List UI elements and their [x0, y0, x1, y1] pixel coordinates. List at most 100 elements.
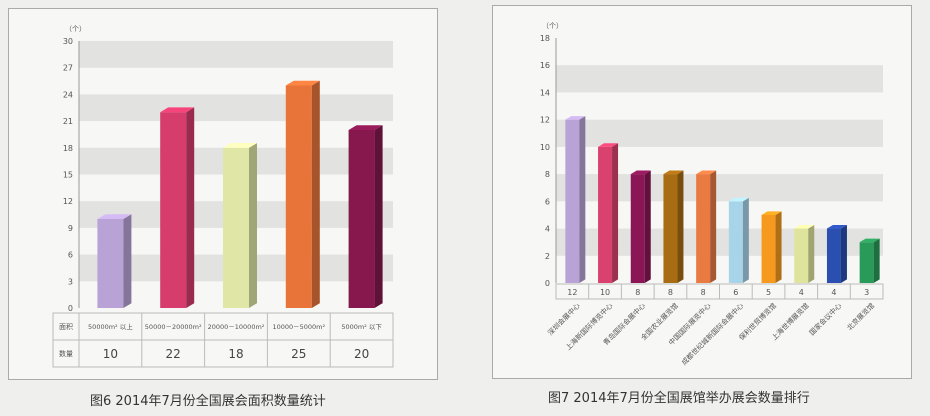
table-count-value: 3	[864, 288, 869, 297]
bar-side	[186, 107, 195, 309]
bar-side	[579, 116, 586, 283]
figure6-caption: 图6 2014年7月份全国展会面积数量统计	[90, 394, 326, 409]
table-area-label: 50000－20000m²	[145, 323, 202, 331]
bar-side	[123, 214, 132, 308]
y-tick-label: 6	[545, 197, 550, 206]
bar-top	[761, 211, 782, 215]
table-count-value: 20	[354, 347, 369, 361]
bar	[728, 201, 743, 283]
y-tick-label: 16	[540, 61, 550, 70]
area-chart: （个） 0 3 6 9 12 15 18 21 24 27 30 面积数量 50000m² 以上 10 500…	[52, 25, 394, 368]
bar-side	[249, 143, 257, 308]
table-count-value: 4	[831, 288, 836, 297]
venue-label: 国家会议中心	[807, 301, 843, 337]
bar	[663, 174, 678, 283]
bar-top	[696, 170, 717, 175]
table-area-label: 50000m² 以上	[88, 322, 133, 331]
table-row-label: 数量	[59, 349, 73, 358]
bar-top	[285, 80, 320, 86]
y-tick-label: 12	[540, 116, 550, 125]
y-tick-label: 0	[68, 304, 73, 313]
bar	[223, 147, 249, 308]
y-tick-label: 21	[63, 117, 73, 126]
bar	[565, 119, 580, 284]
table-area-label: 5000m² 以下	[341, 323, 382, 331]
table-count-value: 8	[668, 288, 673, 297]
bar-top	[598, 143, 619, 147]
bar	[348, 130, 375, 308]
bar	[826, 228, 841, 283]
bar-side	[644, 170, 651, 283]
y-tick-label: 6	[68, 251, 73, 260]
bar-side	[612, 143, 619, 283]
bar-top	[794, 224, 815, 229]
y-tick-label: 10	[540, 143, 550, 152]
table-count-value: 8	[701, 288, 706, 297]
table-row-label: 面积	[59, 322, 73, 331]
table-count-value: 22	[166, 347, 181, 361]
bar-side	[311, 80, 320, 308]
bar-top	[160, 107, 195, 113]
venue-label: 北京展览馆	[845, 301, 876, 332]
grid-band	[556, 65, 883, 93]
bar-top	[663, 170, 684, 175]
table-area-label: 20000－10000m²	[208, 323, 265, 331]
bar	[761, 214, 776, 283]
bar-top	[826, 224, 847, 229]
venue-label: 成都世纪城新国际会展中心	[680, 301, 746, 367]
y-tick-label: 3	[68, 277, 73, 286]
bar	[598, 146, 613, 283]
y-tick-label: 27	[63, 64, 73, 73]
table-count-value: 6	[733, 288, 738, 297]
bar	[794, 228, 809, 283]
bar-side	[775, 211, 782, 283]
y-tick-label: 18	[540, 34, 550, 43]
venue-chart: （个）02468101214161812深圳会展中心10上海新国际博览中心8青岛…	[540, 22, 884, 367]
bar-top	[223, 143, 257, 148]
bar-top	[348, 125, 383, 130]
y-tick-label: 15	[63, 171, 73, 180]
bar	[696, 174, 711, 283]
y-tick-label: 8	[545, 170, 550, 179]
bar-side	[677, 170, 684, 283]
bar-top	[565, 116, 586, 120]
bar-top	[859, 238, 880, 243]
table-area-label: 10000－5000m²	[272, 323, 325, 331]
bar-top	[97, 214, 132, 219]
bar	[97, 219, 124, 308]
bar	[859, 242, 874, 283]
table-count-value: 8	[635, 288, 640, 297]
bar-top	[728, 197, 749, 202]
y-tick-label: 30	[63, 37, 73, 46]
y-tick-label: 24	[63, 90, 73, 99]
bar-side	[873, 238, 880, 283]
bar	[285, 85, 312, 308]
table-count-value: 4	[799, 288, 804, 297]
bar-side	[808, 224, 815, 283]
y-tick-label: 9	[68, 224, 73, 233]
venue-chart-panel: （个） 0 2 4 6 8 10 12 14 16 18 12 深圳会展中心 10 上海新国际博览中心 8 青岛…	[492, 5, 912, 379]
bar-side	[840, 224, 847, 283]
venue-label: 深圳会展中心	[546, 301, 582, 337]
bar-top	[630, 170, 651, 175]
grid-band	[556, 119, 883, 147]
y-tick-label: 4	[545, 225, 550, 234]
y-tick-label: 0	[545, 279, 550, 288]
y-axis-unit: （个）	[65, 25, 86, 33]
table-count-value: 18	[228, 347, 243, 361]
y-axis-unit: （个）	[542, 22, 563, 30]
table-count-value: 10	[600, 288, 610, 297]
figure7-caption: 图7 2014年7月份全国展馆举办展会数量排行	[548, 391, 810, 406]
bar	[160, 112, 187, 308]
bar	[630, 174, 645, 283]
y-tick-label: 12	[63, 197, 73, 206]
y-tick-label: 2	[545, 252, 550, 261]
table-count-value: 12	[567, 288, 577, 297]
grid-band	[79, 94, 393, 122]
table-count-value: 10	[103, 347, 118, 361]
table-count-value: 5	[766, 288, 771, 297]
grid-band	[79, 41, 393, 68]
area-chart-panel: （个） 0 3 6 9 12 15 18 21 24 27 30 面积数量 50000m² 以上 10 500…	[8, 8, 438, 380]
bar-side	[742, 197, 749, 283]
y-tick-label: 18	[63, 144, 73, 153]
